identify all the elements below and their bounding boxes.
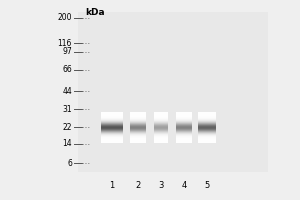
Text: 97: 97 xyxy=(62,47,72,56)
Text: 3: 3 xyxy=(158,182,164,190)
Text: 5: 5 xyxy=(204,182,210,190)
Text: 1: 1 xyxy=(110,182,115,190)
Text: 4: 4 xyxy=(182,182,187,190)
Text: 116: 116 xyxy=(58,38,72,47)
Text: kDa: kDa xyxy=(85,8,105,17)
Text: 31: 31 xyxy=(62,104,72,114)
Text: 66: 66 xyxy=(62,66,72,74)
Text: 6: 6 xyxy=(67,158,72,168)
Text: 2: 2 xyxy=(135,182,141,190)
Text: 22: 22 xyxy=(62,122,72,132)
Text: 44: 44 xyxy=(62,86,72,96)
Text: 200: 200 xyxy=(58,14,72,22)
Text: 14: 14 xyxy=(62,140,72,148)
